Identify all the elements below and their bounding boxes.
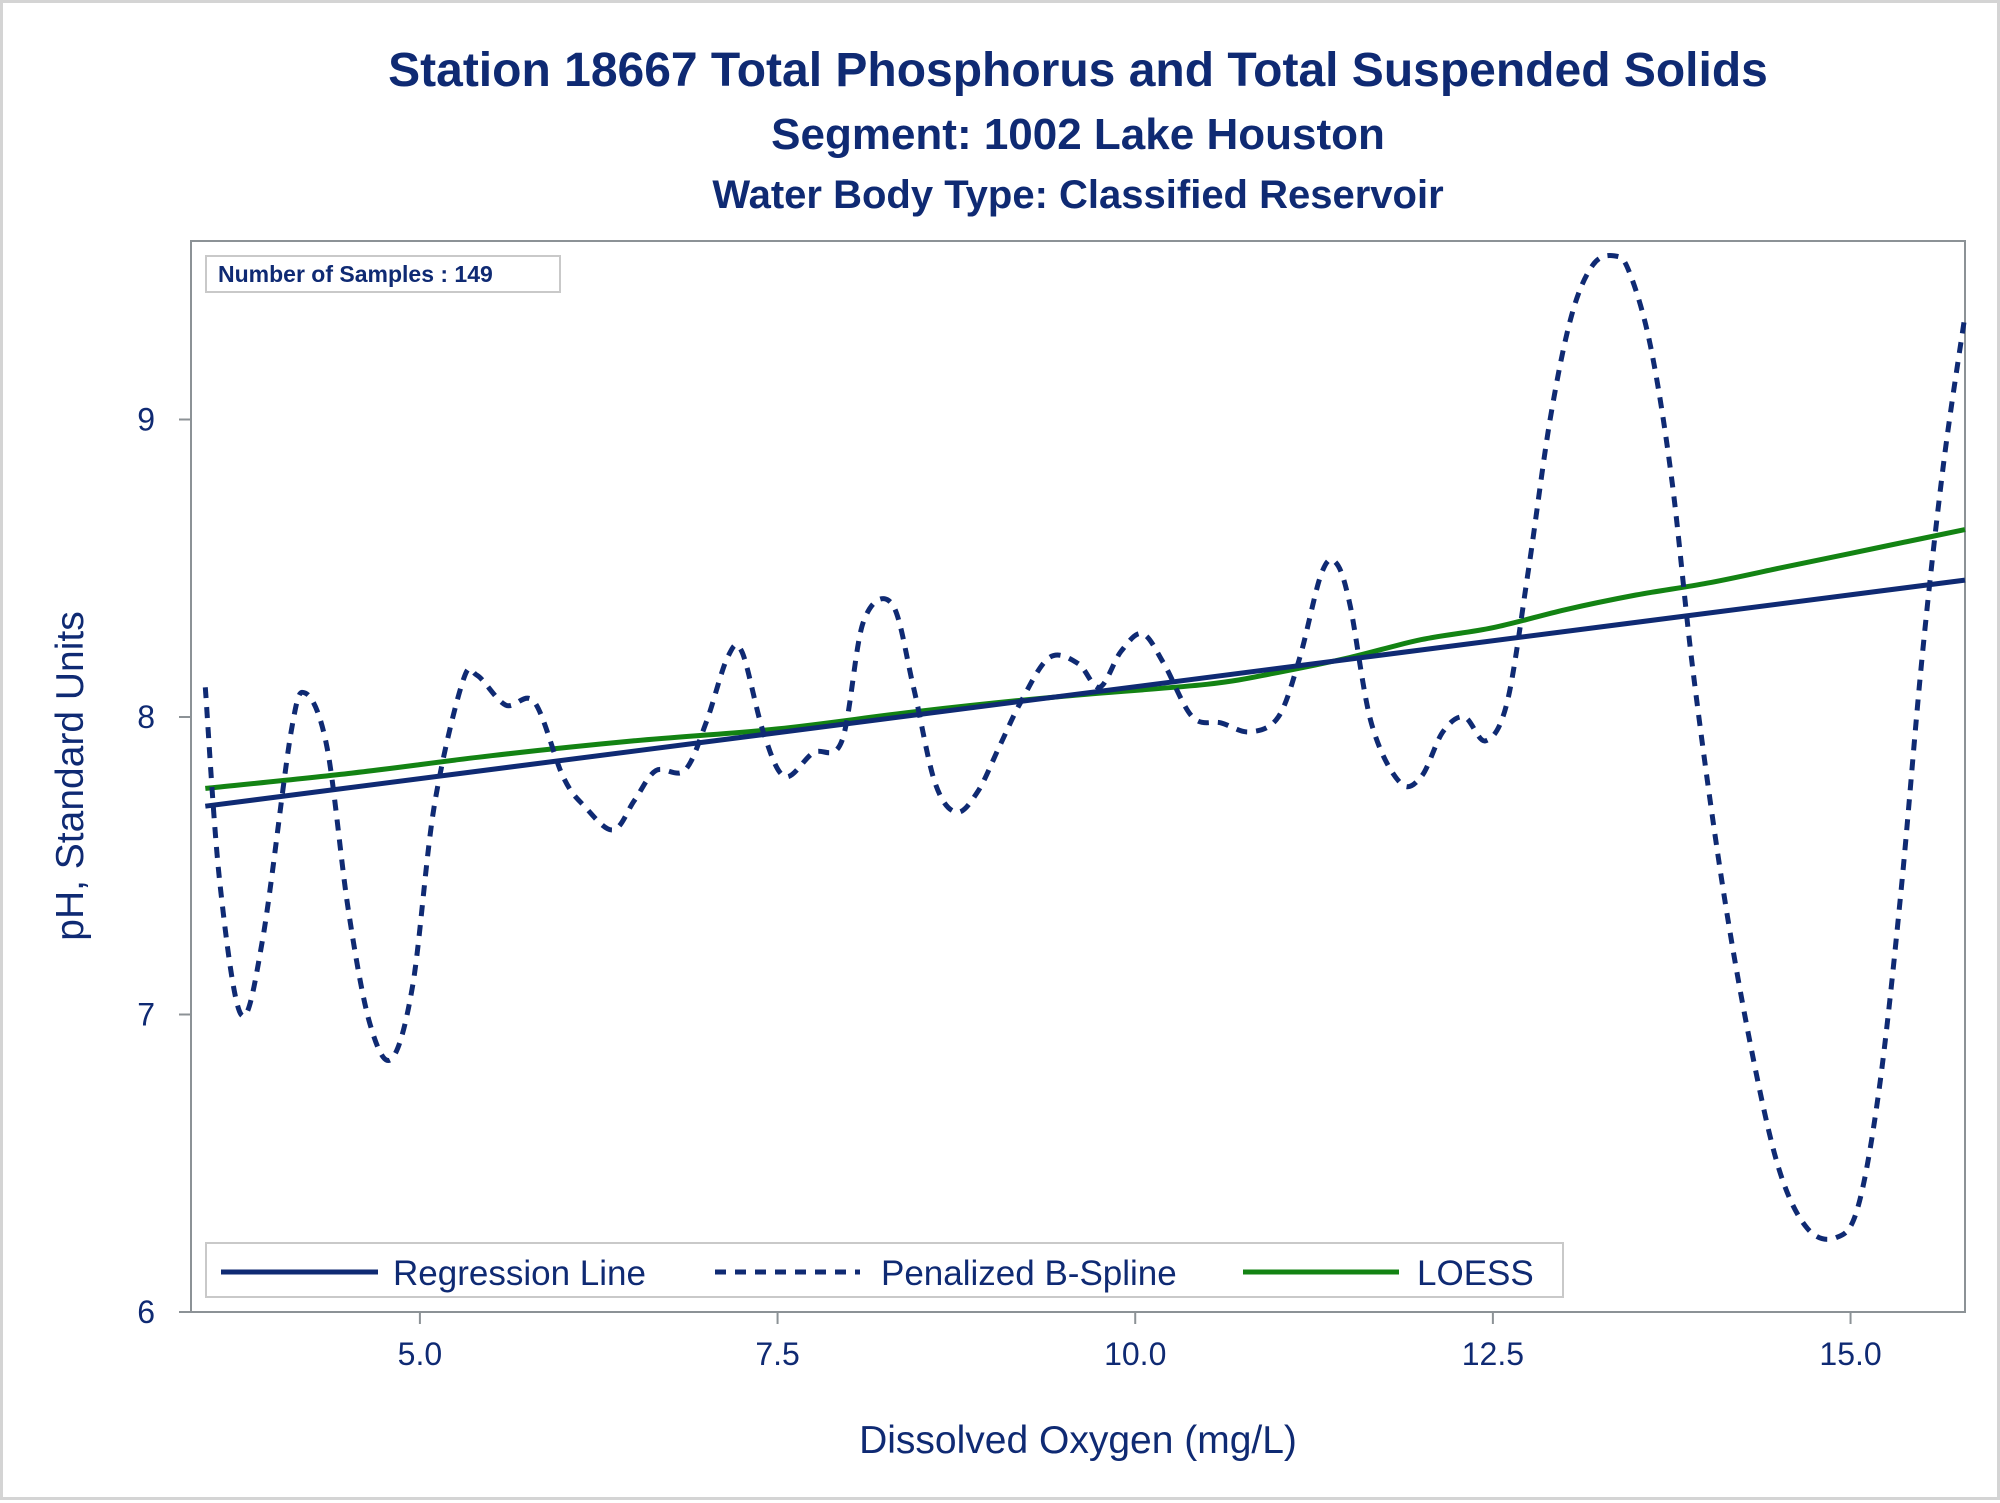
series-loess	[205, 527, 1966, 791]
legend-label-loess: LOESS	[1417, 1254, 1534, 1293]
x-tick-label: 15.0	[1819, 1336, 1881, 1372]
series-regression-line	[204, 577, 1966, 809]
legend: Regression Line Penalized B-Spline LOESS	[205, 1242, 1564, 1298]
x-tick-label: 12.5	[1462, 1336, 1524, 1372]
legend-label-regression: Regression Line	[393, 1254, 646, 1293]
x-tick-label: 5.0	[398, 1336, 442, 1372]
x-tick-label: 7.5	[755, 1336, 799, 1372]
chart-title: Station 18667 Total Phosphorus and Total…	[388, 44, 1768, 97]
y-tick-label: 6	[137, 1294, 155, 1330]
series-layer	[202, 252, 1968, 1242]
y-axis: 6 7 8 9	[137, 402, 191, 1330]
x-tick-label: 10.0	[1104, 1336, 1166, 1372]
chart-svg: Station 18667 Total Phosphorus and Total…	[49, 44, 1968, 1462]
legend-label-spline: Penalized B-Spline	[881, 1254, 1177, 1293]
sample-count-text: Number of Samples : 149	[218, 261, 493, 287]
series-penalized-b-spline	[202, 252, 1968, 1242]
plot-area-frame	[190, 240, 1966, 1313]
y-tick-label: 9	[137, 402, 155, 438]
y-tick-label: 7	[137, 997, 155, 1033]
x-axis-label: Dissolved Oxygen (mg/L)	[859, 1419, 1297, 1462]
y-tick-label: 8	[137, 699, 155, 735]
y-axis-label: pH, Standard Units	[49, 611, 92, 941]
chart-subtitle-2: Water Body Type: Classified Reservoir	[712, 173, 1443, 217]
chart-subtitle: Segment: 1002 Lake Houston	[771, 110, 1385, 159]
x-axis: 5.0 7.5 10.0 12.5 15.0	[398, 1312, 1882, 1372]
sample-count-box	[205, 255, 561, 293]
